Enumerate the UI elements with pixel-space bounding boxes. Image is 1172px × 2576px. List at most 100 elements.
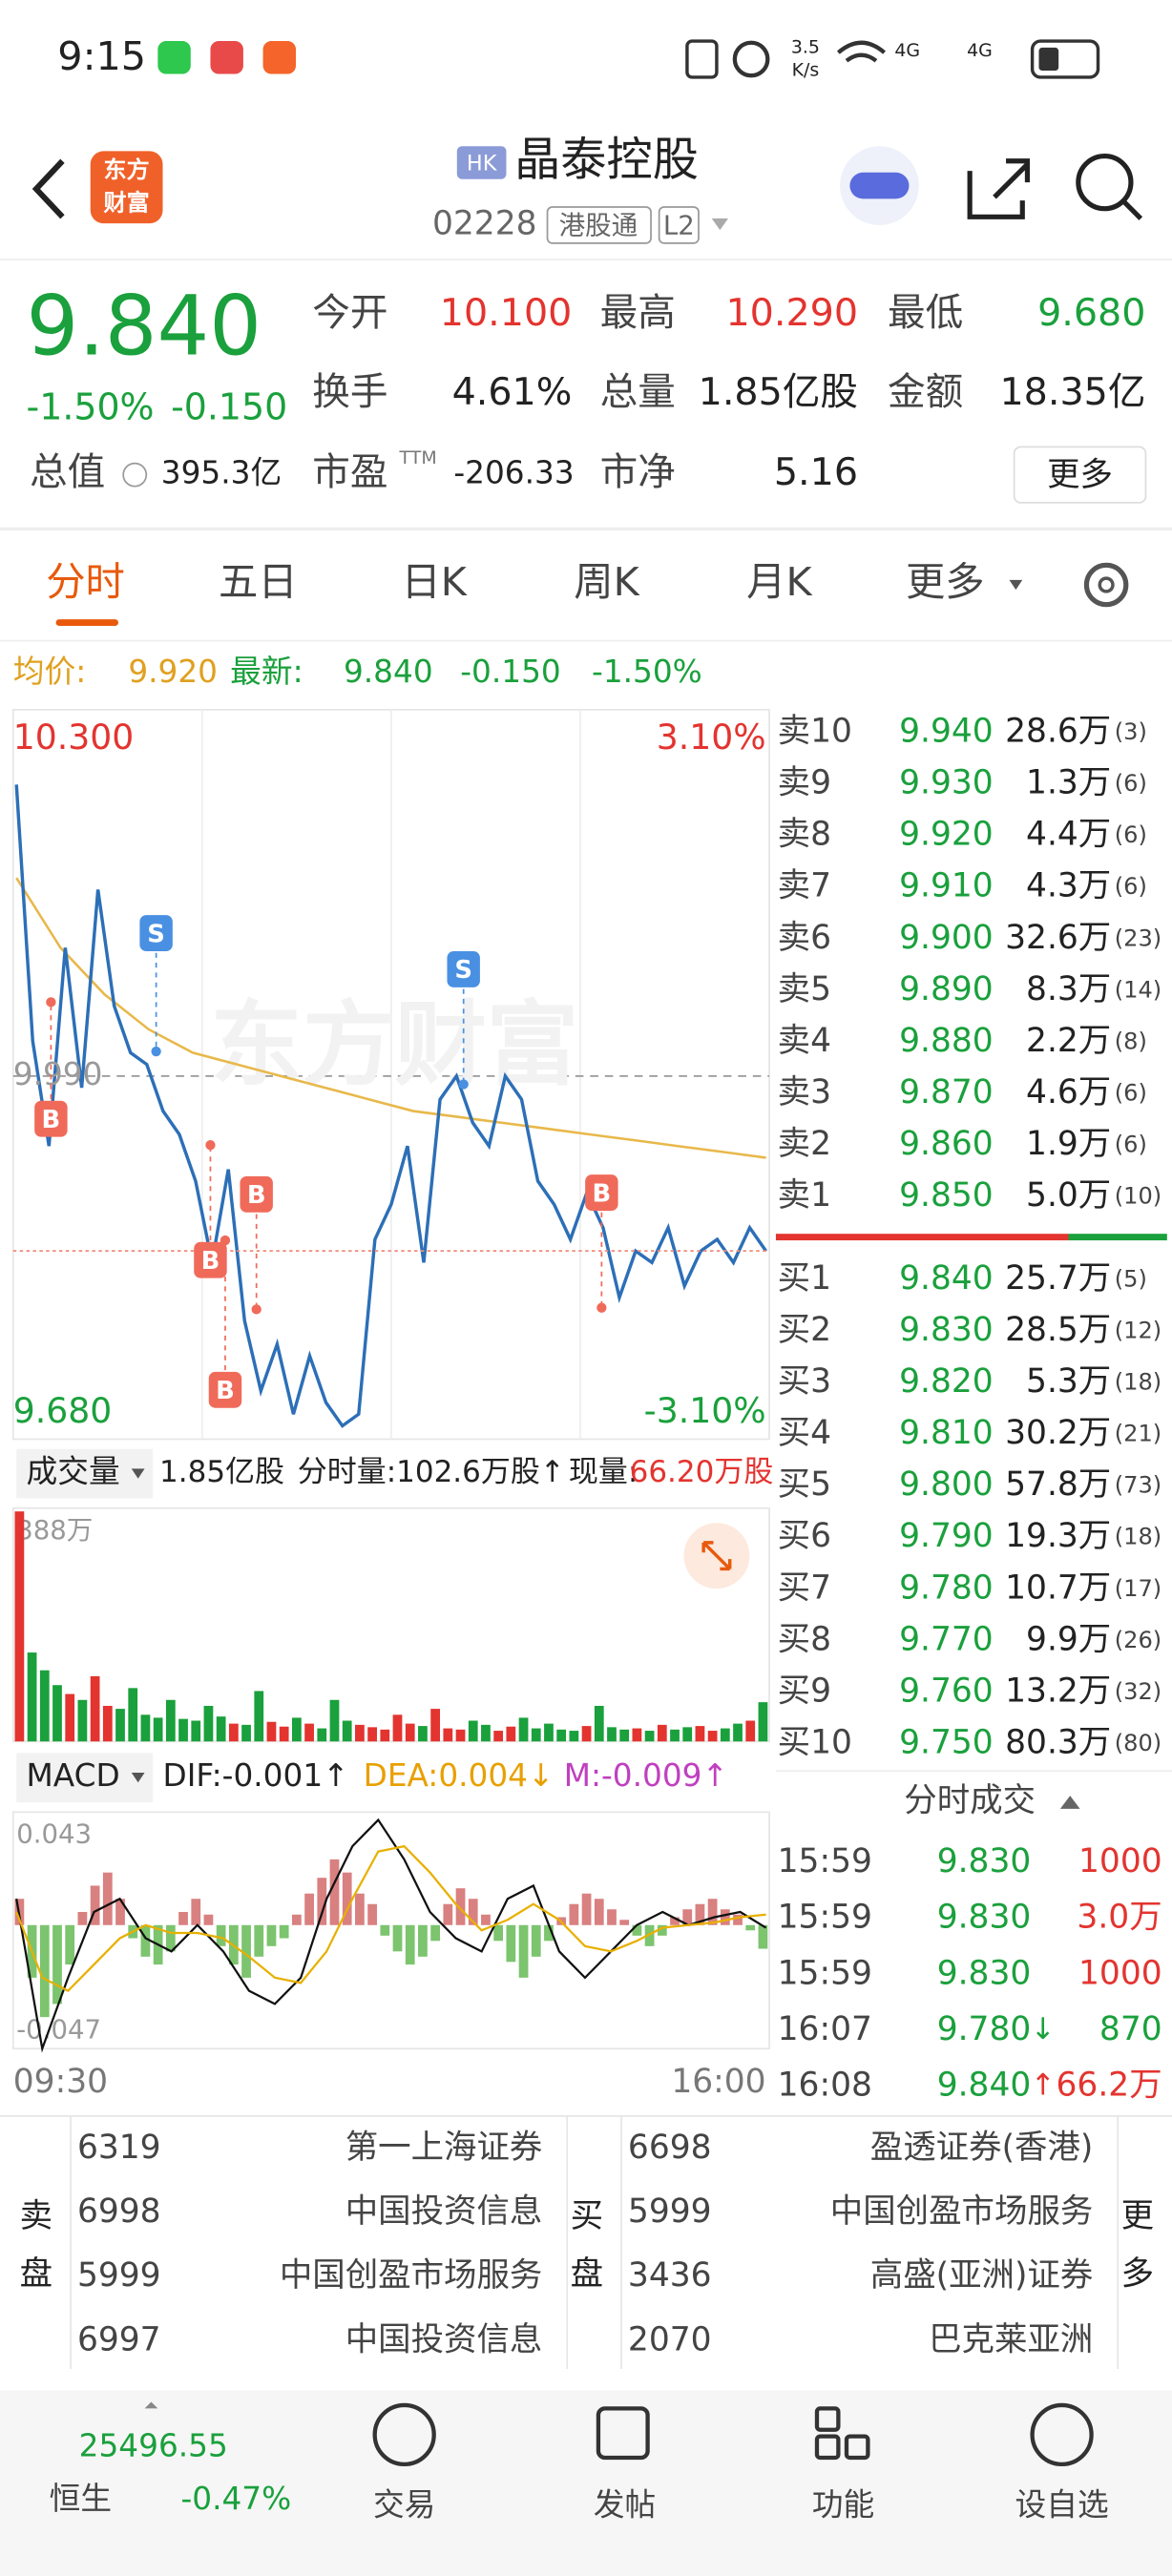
trade-volume: 1000 — [1078, 1954, 1162, 1992]
level-volume: 1.3万 — [1026, 764, 1111, 802]
nav-item[interactable]: 交易 — [373, 2487, 435, 2524]
field-value: 9.680 — [1037, 291, 1145, 335]
nav-item[interactable]: 功能 — [812, 2487, 874, 2524]
tab[interactable]: 更多 — [906, 559, 985, 605]
market-badge — [456, 146, 507, 179]
tab[interactable]: 日K — [401, 559, 467, 605]
macd-bar — [342, 1872, 352, 1925]
level-label: 买4 — [778, 1414, 831, 1452]
dea-label: DEA:0.004↓ — [364, 1757, 555, 1794]
broker-code: 5999 — [628, 2192, 712, 2231]
dropdown-arrow[interactable] — [711, 218, 728, 231]
watchlist-icon[interactable] — [1030, 2402, 1094, 2467]
side-label: 盘 — [571, 2254, 603, 2293]
macd-bar — [102, 1872, 113, 1925]
volume-bar — [405, 1723, 415, 1742]
broker-code: 5999 — [77, 2256, 161, 2295]
level-label: 卖3 — [778, 1073, 831, 1111]
level-label: 卖2 — [778, 1125, 831, 1163]
pct-min-label: -3.10% — [644, 1390, 766, 1431]
level-volume: 25.7万 — [1005, 1259, 1111, 1298]
trades-title[interactable]: 分时成交 — [904, 1781, 1036, 1819]
level-count: (21) — [1115, 1421, 1162, 1447]
tab[interactable]: 周K — [574, 559, 639, 605]
tab[interactable]: 分时 — [46, 559, 125, 605]
current-volume: 66.20万股 — [630, 1455, 774, 1489]
level-volume: 8.3万 — [1026, 970, 1111, 1008]
selector-box[interactable] — [16, 1448, 154, 1499]
macd-bar — [115, 1899, 125, 1925]
volume-bar — [430, 1709, 441, 1742]
volume-bar — [581, 1726, 592, 1742]
macd-bar — [266, 1924, 277, 1946]
level-label: 买8 — [778, 1620, 831, 1658]
volume-bar — [115, 1709, 125, 1742]
nav-item[interactable]: 发帖 — [594, 2487, 656, 2524]
volume-bar — [128, 1688, 138, 1742]
broker-name: 第一上海证券 — [345, 2129, 543, 2167]
level-volume: 57.8万 — [1005, 1465, 1111, 1504]
selector[interactable]: 成交量 — [27, 1454, 120, 1490]
sort-arrow[interactable] — [1059, 1796, 1080, 1809]
trade-time: 15:59 — [778, 1899, 872, 1937]
macd-bar — [468, 1899, 478, 1925]
field-value: 1.85亿股 — [699, 370, 858, 414]
more-button[interactable]: 更多 — [1047, 456, 1113, 494]
macd-bar — [254, 1924, 264, 1957]
settings-button[interactable] — [1083, 562, 1129, 608]
selector-box[interactable] — [16, 1753, 154, 1802]
level-label: 卖1 — [778, 1176, 831, 1215]
bottom-nav — [0, 2390, 1172, 2576]
level-volume: 5.0万 — [1026, 1176, 1111, 1215]
volume-bar — [657, 1724, 667, 1742]
macd-bar — [52, 1924, 62, 2005]
level-volume: 80.3万 — [1005, 1724, 1111, 1762]
macd-bar — [367, 1903, 377, 1925]
volume-bar — [178, 1718, 188, 1742]
selector[interactable]: MACD — [27, 1757, 120, 1794]
post-icon[interactable] — [596, 2406, 650, 2461]
tab[interactable]: 五日 — [219, 559, 298, 605]
share-button[interactable] — [967, 158, 1031, 219]
nav-item[interactable]: 设自选 — [1015, 2487, 1109, 2524]
marker-badge — [139, 915, 173, 952]
trade-volume: 3.0万 — [1077, 1899, 1162, 1937]
expand-arrow[interactable] — [144, 2401, 158, 2409]
more-button[interactable] — [1013, 446, 1147, 504]
level-label: 卖6 — [778, 919, 831, 957]
tab[interactable]: 月K — [746, 559, 812, 605]
level-volume: 30.2万 — [1005, 1414, 1111, 1452]
level-label: 买10 — [778, 1724, 852, 1762]
macd-bar — [317, 1878, 327, 1925]
macd-bar — [329, 1859, 340, 1925]
field-sup: TTM — [399, 447, 437, 468]
trade-time: 16:07 — [778, 2010, 872, 2048]
broker-name: 高盛(亚洲)证券 — [870, 2256, 1094, 2295]
trade-icon[interactable] — [372, 2402, 436, 2467]
field-value: 5.16 — [774, 450, 858, 494]
side-label: 买 — [571, 2197, 603, 2235]
index-value: 25496.55 — [79, 2428, 228, 2464]
volume-bar — [443, 1728, 453, 1742]
back-button[interactable] — [31, 158, 65, 219]
app-icon — [210, 41, 243, 74]
dropdown-arrow — [131, 1468, 145, 1479]
macd-bar — [380, 1924, 390, 1936]
volume-bar — [733, 1723, 743, 1742]
macd-bar — [544, 1924, 554, 1942]
level-count: (18) — [1115, 1369, 1162, 1396]
marker-dot — [458, 1079, 469, 1090]
more-button[interactable]: 更 — [1121, 2197, 1154, 2235]
trade-time: 15:59 — [778, 1954, 872, 1992]
volume-bar — [544, 1723, 554, 1742]
level-label: 买1 — [778, 1259, 831, 1298]
watermark: 东方财富 — [210, 990, 578, 1098]
more-button[interactable]: 多 — [1121, 2254, 1154, 2293]
search-button[interactable] — [1076, 154, 1134, 212]
level-count: (6) — [1115, 1079, 1147, 1106]
trade-volume: 1000 — [1078, 1842, 1162, 1880]
field-label: 总值 — [30, 450, 105, 494]
function-icon[interactable] — [814, 2406, 841, 2432]
y-max-label: 0.043 — [16, 1818, 92, 1849]
